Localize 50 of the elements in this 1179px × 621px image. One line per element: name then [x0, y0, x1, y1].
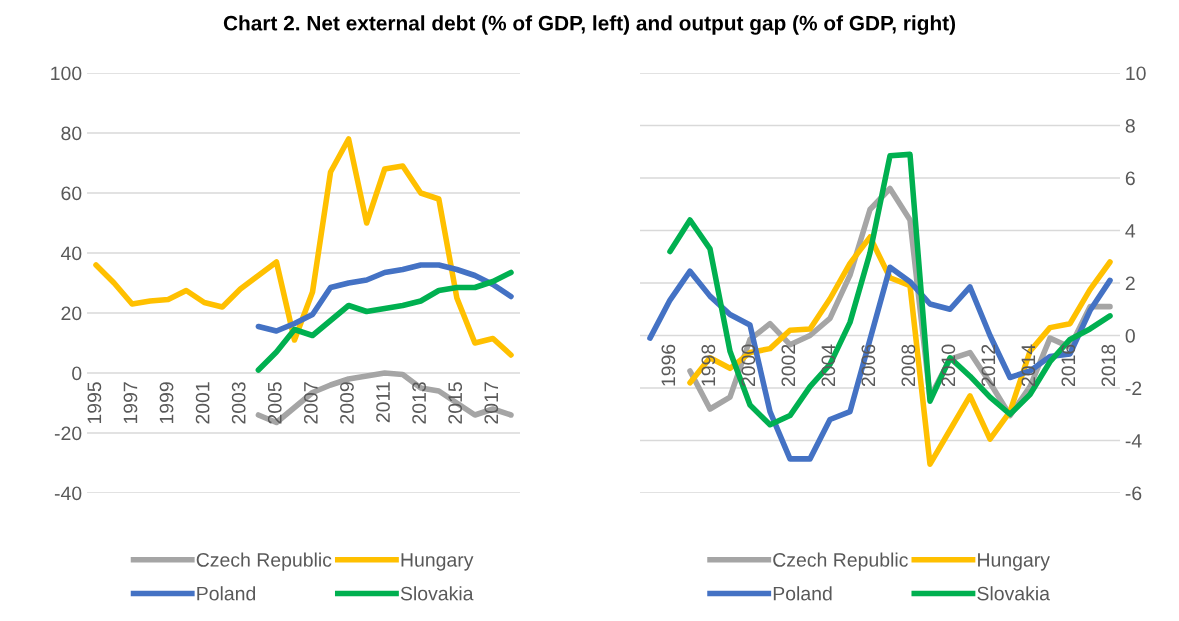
- x-tick-label: 2016: [1061, 344, 1076, 387]
- x-tick-label: 2011: [376, 382, 390, 423]
- x-tick-label: 2008: [901, 344, 916, 387]
- x-tick-label: 2014: [1021, 344, 1036, 387]
- x-tick-label: 2015: [448, 382, 463, 424]
- x-tick-label: 2006: [861, 344, 876, 387]
- x-tick-label: 2018: [1101, 344, 1116, 387]
- text: Chart 2. Net external debt (% of GDP, left) and output gap (% of GDP, right): [223, 15, 956, 35]
- legend-label: Hungary: [978, 553, 1050, 571]
- legend-label: Hungary: [401, 553, 474, 571]
- legend-label: Slovakia: [977, 586, 1050, 601]
- legend-label: Czech Republic: [773, 552, 908, 571]
- x-tick-label: 2002: [781, 344, 796, 387]
- y-tick-label: 6: [1125, 171, 1135, 186]
- x-tick-label: 2005: [267, 382, 282, 424]
- x-tick-label: 1999: [159, 382, 174, 424]
- y-tick-label: 60: [61, 186, 82, 201]
- x-tick-label: 2004: [821, 344, 836, 387]
- y-tick-label: 20: [61, 306, 82, 321]
- x-tick-label: 1996: [661, 344, 676, 386]
- y-tick-label: 4: [1125, 224, 1136, 238]
- x-tick-label: 2012: [981, 344, 996, 387]
- x-tick-label: 2001: [195, 382, 210, 424]
- legend-label: Czech Republic: [196, 552, 332, 571]
- x-tick-label: 2000: [741, 344, 756, 387]
- y-tick-label: -20: [54, 426, 82, 441]
- x-tick-label: 2003: [231, 382, 246, 424]
- y-tick-label: 2: [1125, 276, 1135, 291]
- y-tick-label: 80: [61, 126, 82, 141]
- legend-label: Poland: [197, 586, 256, 601]
- x-tick-label: 2017: [484, 382, 499, 424]
- x-tick-label: 2009: [340, 382, 354, 424]
- legend-label: Poland: [773, 586, 832, 601]
- x-tick-label: 1998: [701, 344, 716, 386]
- y-tick-label: 10: [1126, 66, 1146, 81]
- y-tick-label: -2: [1125, 381, 1142, 396]
- x-tick-label: 2013: [412, 382, 426, 424]
- x-tick-label: 1997: [123, 382, 138, 424]
- x-tick-label: 2010: [941, 344, 956, 387]
- y-tick-label: 0: [1125, 328, 1135, 343]
- y-tick-label: 100: [51, 66, 82, 81]
- y-tick-label: -6: [1125, 486, 1142, 501]
- y-tick-label: 40: [60, 246, 82, 261]
- legend-label: Slovakia: [400, 586, 474, 601]
- y-tick-label: 0: [72, 366, 82, 381]
- x-tick-label: 1995: [87, 382, 102, 424]
- x-tick-label: 2007: [303, 382, 318, 424]
- y-tick-label: -4: [1125, 434, 1142, 448]
- y-tick-label: 8: [1125, 118, 1135, 133]
- y-tick-label: -40: [54, 486, 82, 501]
